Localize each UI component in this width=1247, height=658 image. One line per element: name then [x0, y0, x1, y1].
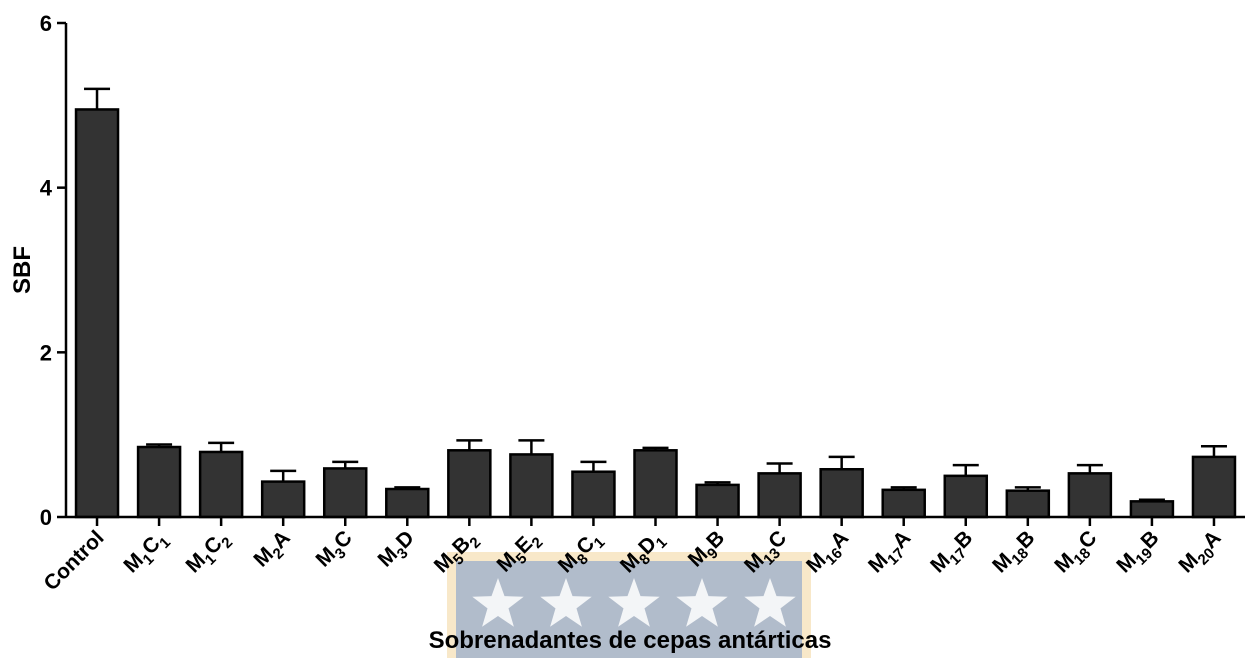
y-ticks-layer: 0 2 4 6: [40, 11, 66, 530]
watermark-star-icon: [676, 578, 728, 627]
y-tick-label: 2: [40, 340, 52, 365]
watermark-star-icon: [472, 578, 524, 627]
bar-m5e2: [509, 453, 554, 519]
y-tick-label: 4: [40, 176, 53, 201]
x-tick-label-m1c2: M1C2: [182, 526, 237, 581]
bar-m17a: [881, 488, 926, 519]
bar-m3d: [385, 487, 430, 519]
bar-m8c1: [571, 470, 616, 519]
bar-m1c1: [136, 445, 182, 519]
bar-m17b: [943, 474, 989, 519]
watermark-star-icon: [744, 578, 796, 627]
axes-layer: [64, 23, 1245, 519]
bars-layer: [74, 87, 1237, 519]
bar-m20a: [1191, 455, 1237, 519]
x-tick-label-m3c: M3C: [312, 526, 361, 575]
bar-m19b: [1129, 500, 1175, 519]
x-tick-label-m3d: M3D: [374, 526, 423, 575]
y-tick-label: 0: [40, 505, 52, 530]
bar-m5b2: [447, 449, 492, 519]
x-tick-label-m20a: M20A: [1174, 526, 1229, 581]
x-tick-label-m17a: M17A: [864, 526, 919, 581]
x-tick-label-control: Control: [40, 526, 109, 595]
x-tick-label-m19b: M19B: [1112, 526, 1167, 581]
watermark-star-icon: [540, 578, 592, 627]
bar-m9b: [695, 483, 740, 519]
bar-m13c: [757, 472, 802, 519]
bar-m3c: [322, 467, 368, 519]
watermark-star-icon: [608, 578, 660, 627]
watermark: [447, 552, 811, 658]
x-tick-label-m1c1: M1C1: [119, 526, 174, 581]
bar-m2a: [260, 480, 306, 519]
y-axis-title: SBF: [9, 246, 36, 294]
bar-m18b: [1005, 489, 1051, 519]
y-tick-label: 6: [40, 11, 52, 36]
x-tick-label-m2a: M2A: [249, 526, 298, 575]
bar-m8d1: [633, 449, 678, 519]
bar-control: [74, 108, 120, 519]
x-tick-label-m18c: M18C: [1050, 526, 1105, 581]
x-tick-label-m17b: M17B: [926, 526, 981, 581]
bar-m16a: [819, 467, 864, 519]
x-axis-title: Sobrenadantes de cepas antárticas: [429, 627, 832, 654]
bar-m1c2: [198, 450, 244, 519]
x-tick-label-m18b: M18B: [988, 526, 1043, 581]
bar-m18c: [1067, 472, 1113, 519]
